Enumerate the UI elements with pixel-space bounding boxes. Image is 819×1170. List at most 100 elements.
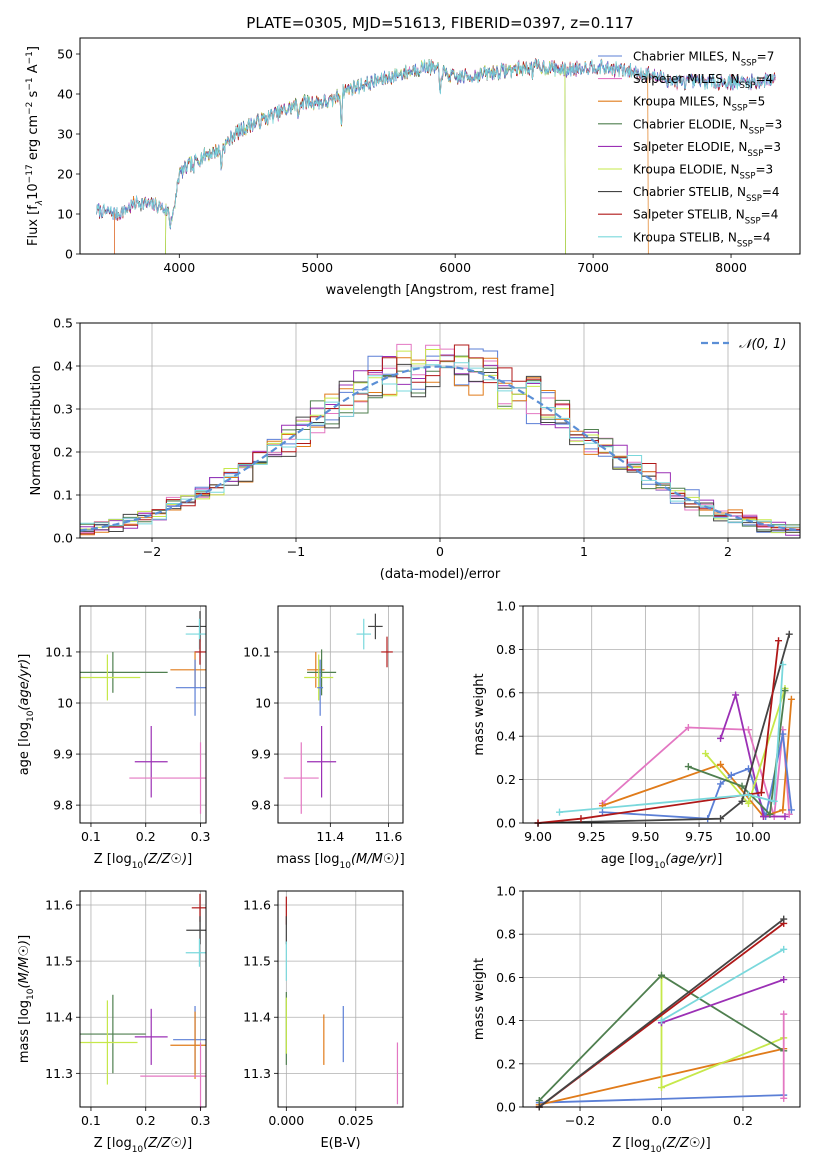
x-tick-label: 2 — [724, 544, 732, 559]
x-tick-label: −1 — [287, 544, 305, 559]
weight-marker — [787, 806, 795, 814]
weight-marker — [556, 808, 564, 816]
legend-label-kroupa_elodie: Kroupa ELODIE, NSSP=3 — [633, 163, 773, 182]
x-tick-label: 4000 — [163, 260, 195, 275]
y-tick-label: 0.3 — [53, 402, 73, 417]
axes-age_vs_mass: 11.4 11.6 9.8 9.9 10 10.1 mass [log10(M/M☉)] — [243, 605, 405, 871]
axes-mass_vs_Z: 0.1 0.2 0.3 11.3 11.4 11.5 11.6 Z [log10(Z/Z☉)]… — [17, 890, 210, 1155]
y-tick-label: 0.4 — [53, 359, 73, 374]
y-tick-label: 10 — [255, 696, 271, 711]
y-tick-label: 11.6 — [45, 898, 73, 913]
weight-marker — [744, 791, 752, 799]
weight-marker — [766, 810, 774, 818]
legend-label-salpeter_miles: Salpeter MILES, NSSP=4 — [633, 72, 773, 91]
legend-label-kroupa_miles: Kroupa MILES, NSSP=5 — [633, 95, 765, 114]
legend-label-kroupa_stelib: Kroupa STELIB, NSSP=4 — [633, 230, 771, 249]
weight-marker — [717, 760, 725, 768]
y-tick-label: 30 — [57, 127, 73, 142]
legend-label-normal: 𝒩(0, 1) — [739, 337, 786, 352]
y-tick-label: 0.2 — [496, 1056, 516, 1071]
x-axis-label: Z [log10(Z/Z☉)] — [612, 1136, 710, 1155]
axes-frame — [277, 605, 404, 824]
weight-series-kroupa_stelib — [556, 661, 787, 816]
plot-area-massweight_vs_Z — [535, 915, 788, 1111]
x-axis-label: (data-model)/error — [380, 567, 501, 582]
weight-marker — [717, 815, 725, 823]
weight-marker — [759, 812, 767, 820]
weight-marker — [779, 806, 787, 814]
normal-curve — [79, 365, 801, 532]
y-tick-label: 11.3 — [243, 1066, 271, 1081]
axes-frame — [277, 890, 404, 1108]
spectrum-line-kroupa_elodie — [165, 59, 566, 255]
legend-label-chabrier_elodie: Chabrier ELODIE, NSSP=3 — [633, 117, 782, 136]
errorbar-salpeter_miles — [283, 742, 319, 814]
y-tick-label: 50 — [57, 47, 73, 62]
x-tick-label: 0.025 — [338, 1113, 374, 1128]
axes-massweight_vs_Z: −0.2 0.0 0.2 0.0 0.2 0.4 0.6 0.8 1.0 Z [log10(Z/Z… — [472, 884, 801, 1155]
y-tick-label: 11.6 — [243, 898, 271, 913]
errorbar-kroupa_stelib — [356, 618, 372, 650]
axes-frame — [79, 890, 207, 1108]
y-tick-label: 0.6 — [496, 685, 516, 700]
y-tick-label: 0.2 — [496, 772, 516, 787]
y-tick-label: 10.1 — [243, 644, 271, 659]
weight-series-salpeter_elodie — [717, 691, 789, 820]
weight-series-salpeter_miles — [780, 1010, 788, 1102]
weight-marker — [738, 782, 746, 790]
x-axis-label: E(B-V) — [320, 1136, 360, 1151]
weight-marker — [738, 797, 746, 805]
y-tick-label: 11.4 — [243, 1010, 271, 1025]
plot-area-mass_vs_Z — [80, 893, 206, 1110]
x-tick-label: 8000 — [715, 260, 747, 275]
x-tick-label: 9.25 — [578, 829, 606, 844]
y-axis-label: Normed distribution — [29, 366, 44, 496]
spectrum-line-kroupa_stelib — [96, 59, 776, 229]
spectrum-legend: Chabrier MILES, NSSP=7 Salpeter MILES, NS… — [598, 50, 782, 249]
figure-title: PLATE=0305, MJD=51613, FIBERID=0397, z=0… — [246, 14, 633, 32]
weight-marker — [781, 812, 789, 820]
weight-marker — [717, 734, 725, 742]
errorbar-salpeter_stelib — [381, 636, 393, 668]
weight-marker — [780, 1010, 788, 1018]
plot-area-residual_histogram — [79, 343, 801, 538]
x-tick-label: 0.2 — [136, 829, 156, 844]
y-tick-label: 9.9 — [53, 747, 73, 762]
weight-marker — [780, 915, 788, 923]
weight-series-chabrier_elodie — [535, 971, 788, 1105]
y-axis-label: age [log10(age/yr)] — [17, 654, 36, 776]
axes-frame — [522, 890, 801, 1108]
x-axis-label: age [log10(age/yr)] — [601, 852, 723, 871]
y-axis-label: mass weight — [472, 673, 487, 755]
spectrum-line-salpeter_miles — [114, 59, 776, 255]
y-tick-label: 0.4 — [496, 729, 516, 744]
y-tick-label: 9.8 — [53, 798, 73, 813]
plot-area-age_vs_Z — [80, 611, 206, 814]
axes-age_vs_Z: 0.1 0.2 0.3 9.8 9.9 10 10.1 Z [log10(Z/Z☉)] age … — [17, 605, 210, 871]
x-axis-label: Z [log10(Z/Z☉)] — [94, 1136, 192, 1155]
y-tick-label: 0.2 — [53, 445, 73, 460]
plot-area-mass_vs_EBV — [285, 896, 399, 1105]
y-tick-label: 11.4 — [45, 1010, 73, 1025]
x-tick-label: 0.1 — [81, 1113, 101, 1128]
x-axis-label: Z [log10(Z/Z☉)] — [94, 852, 192, 871]
legend-label-salpeter_stelib: Salpeter STELIB, NSSP=4 — [633, 208, 778, 227]
axes-frame — [79, 605, 207, 824]
errorbar-kroupa_elodie — [304, 654, 334, 701]
y-axis-label: mass [log10(M/M☉)] — [17, 935, 36, 1063]
errorbar-chabrier_elodie — [80, 651, 168, 693]
weight-marker — [779, 661, 787, 669]
errorbar-chabrier_stelib — [186, 916, 206, 945]
errorbar-chabrier_miles — [175, 659, 206, 716]
weight-series-chabrier_miles — [598, 730, 795, 823]
x-tick-label: 9.00 — [524, 829, 552, 844]
histogram-kroupa_stelib — [79, 362, 800, 538]
errorbar-salpeter_elodie — [134, 725, 168, 798]
errorbar-kroupa_elodie — [80, 654, 141, 701]
weight-marker — [780, 945, 788, 953]
x-tick-label: 11.4 — [316, 829, 344, 844]
x-tick-label: 9.50 — [631, 829, 659, 844]
weight-marker — [775, 637, 783, 645]
x-tick-label: 6000 — [439, 260, 471, 275]
